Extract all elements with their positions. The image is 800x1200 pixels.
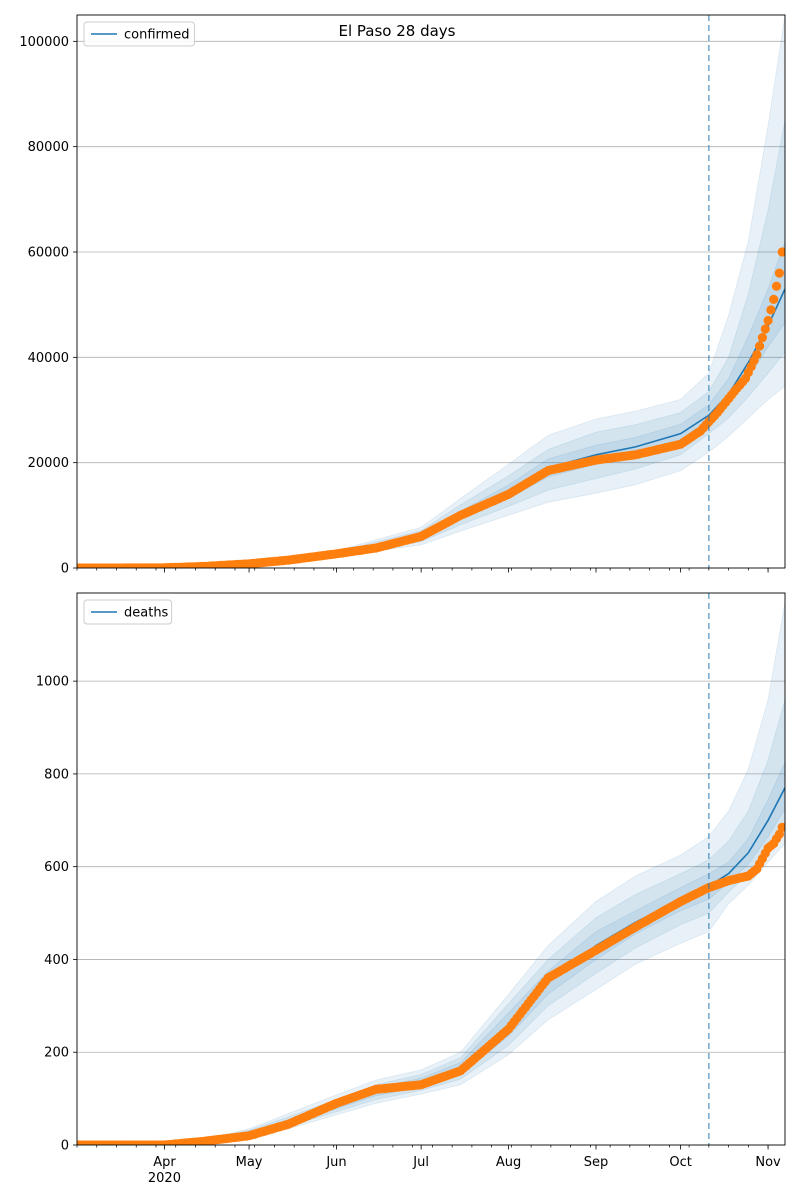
confirmed-panel: 0 20000 40000 60000 80000 100000 confirmed (19, 14, 786, 577)
y-tick-label: 100000 (19, 35, 69, 50)
y-tick-label: 60000 (28, 246, 69, 261)
observed-series-confirmed (77, 247, 785, 568)
observed-point (777, 822, 785, 832)
observed-point (763, 315, 773, 326)
observed-point (766, 305, 776, 315)
observed-point (752, 350, 762, 360)
legend-label: confirmed (124, 28, 190, 43)
plot-area (77, 15, 785, 568)
observed-point (774, 268, 785, 278)
uncertainty-band-outer (77, 602, 785, 1145)
observed-series-deaths (77, 822, 785, 1145)
observed-point (757, 333, 768, 343)
figure-title: El Paso 28 days (339, 22, 456, 40)
x-tick-sublabel: 2020 (148, 1171, 181, 1186)
observed-point (760, 324, 770, 334)
uncertainty-band-outer (77, 15, 785, 568)
x-tick-label: Nov (755, 1155, 781, 1170)
axes-frame (76, 592, 786, 1146)
y-tick-label: 80000 (28, 140, 69, 155)
y-tick-label: 200 (44, 1046, 69, 1061)
x-tick-label: Oct (669, 1155, 691, 1170)
observed-point (755, 341, 765, 351)
legend-box (83, 599, 173, 625)
plot-area (77, 602, 785, 1145)
observed-point (774, 829, 785, 839)
y-tick-label: 40000 (28, 351, 69, 366)
legend-deaths: deaths (83, 599, 173, 625)
y-tick-label: 0 (61, 1139, 69, 1154)
observed-point (769, 294, 779, 304)
observed-point (777, 247, 785, 257)
y-tick-label: 1000 (36, 675, 69, 690)
legend-label: deaths (124, 606, 169, 621)
y-tick-label: 600 (44, 860, 69, 875)
y-tick-label: 20000 (28, 456, 69, 471)
axes-frame (76, 14, 786, 569)
y-tick-label: 400 (44, 953, 69, 968)
x-tick-label: Aug (496, 1155, 521, 1170)
y-tick-label: 0 (61, 562, 69, 577)
x-tick-label: Apr (153, 1155, 176, 1170)
observed-point (771, 281, 782, 291)
legend-box (83, 21, 195, 47)
x-tick-label: Jun (325, 1155, 346, 1170)
x-tick-label: May (236, 1155, 263, 1170)
legend-confirmed: confirmed (83, 21, 195, 47)
x-tick-label: Jul (412, 1155, 429, 1170)
y-tick-label: 800 (44, 767, 69, 782)
x-tick-label: Sep (584, 1155, 609, 1170)
